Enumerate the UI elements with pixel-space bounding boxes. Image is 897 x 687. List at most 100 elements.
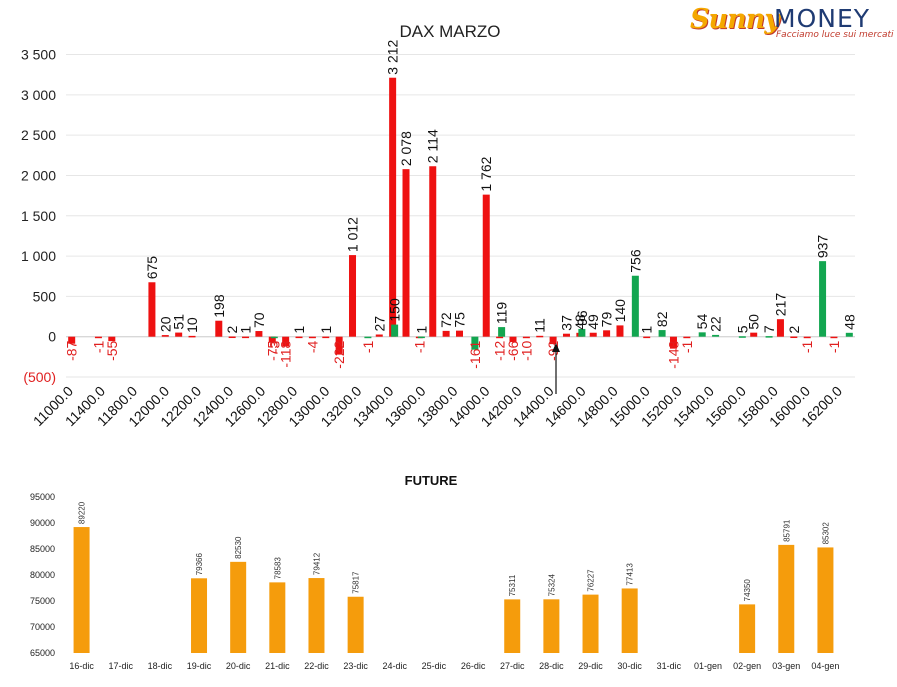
data-label: 1 762 (478, 156, 494, 191)
future-data-label: 74350 (743, 579, 752, 602)
bar (669, 336, 677, 349)
data-label: 22 (708, 316, 724, 332)
data-label: 1 (238, 326, 254, 334)
bar (803, 336, 811, 339)
data-label: 756 (627, 249, 643, 273)
future-x-tick-label: 30-dic (617, 661, 642, 671)
data-label: -3 (266, 340, 282, 353)
data-label: -1 (679, 340, 695, 353)
future-data-label: 85791 (782, 519, 791, 542)
x-axis: 11000.011400.011800.012000.012200.012400… (30, 383, 846, 430)
data-label: 96 (574, 310, 590, 326)
bar (589, 332, 597, 337)
bar (295, 336, 303, 339)
future-x-tick-label: 17-dic (108, 661, 133, 671)
bar (391, 324, 399, 337)
bar (496, 336, 504, 339)
data-label: 27 (371, 316, 387, 332)
data-label: 937 (815, 235, 831, 259)
bar (643, 336, 651, 339)
bar (442, 330, 450, 337)
future-data-label: 75817 (352, 571, 361, 594)
data-label: 5 (734, 325, 750, 333)
bar (578, 328, 586, 337)
data-label: 51 (171, 314, 187, 330)
data-label: -1 (799, 340, 815, 353)
future-bars: 89220 79366 82530 78583 79412 75817 75311 75324… (73, 501, 834, 653)
future-bar (543, 599, 560, 653)
data-label: 50 (746, 314, 762, 330)
data-label: -55 (104, 340, 120, 360)
bar (375, 334, 383, 337)
data-label: 1 (291, 326, 307, 334)
bar (631, 275, 639, 337)
future-x-tick-label: 25-dic (422, 661, 447, 671)
bar (776, 319, 784, 337)
bar (549, 336, 557, 345)
future-data-label: 77413 (626, 563, 635, 586)
bar (188, 335, 196, 338)
future-title: FUTURE (405, 473, 458, 488)
future-x-tick-label: 01-gen (694, 661, 722, 671)
gridlines (66, 54, 855, 378)
bar (498, 327, 506, 337)
bar (482, 194, 490, 337)
y-tick-label: 1 500 (21, 208, 56, 224)
data-label: 675 (144, 256, 160, 280)
bar (522, 336, 530, 339)
future-x-tick-label: 04-gen (811, 661, 839, 671)
bar (830, 336, 838, 339)
logo-brand-a: Sunny (690, 4, 780, 35)
bar (429, 166, 437, 337)
data-label: 20 (157, 316, 173, 332)
bar (509, 336, 517, 343)
future-y-tick-label: 75000 (30, 596, 55, 606)
bar (175, 332, 183, 337)
future-x-tick-label: 21-dic (265, 661, 290, 671)
data-label: 49 (585, 314, 601, 330)
future-x-tick-label: 23-dic (343, 661, 368, 671)
future-y-axis: 65000 70000 75000 80000 85000 90000 95000 (30, 492, 55, 658)
data-label: -118 (278, 340, 294, 367)
future-x-tick-label: 20-dic (226, 661, 251, 671)
future-y-tick-label: 95000 (30, 492, 55, 502)
data-label: -148 (665, 340, 681, 368)
future-bar (347, 596, 364, 653)
y-tick-label: 2 500 (21, 127, 56, 143)
future-x-tick-label: 18-dic (148, 661, 173, 671)
data-label: 1 (639, 326, 655, 334)
bar (765, 336, 773, 338)
data-label: -1 (826, 340, 842, 353)
data-label: 7 (761, 325, 777, 333)
bar (389, 77, 397, 337)
data-label: -1 (411, 340, 427, 353)
data-label: 2 (786, 326, 802, 334)
data-label: -1 (360, 340, 376, 353)
bar (349, 255, 357, 337)
bar (562, 333, 570, 337)
y-tick-label: 500 (33, 288, 57, 304)
future-x-tick-label: 16-dic (69, 661, 94, 671)
future-x-tick-label: 19-dic (187, 661, 212, 671)
bar (712, 334, 720, 337)
data-label: 198 (211, 294, 227, 318)
bars (68, 77, 853, 355)
bar (148, 282, 156, 337)
future-data-label: 79366 (195, 552, 204, 575)
future-x-tick-label: 28-dic (539, 661, 564, 671)
bar (68, 336, 76, 344)
bar (308, 336, 316, 339)
future-data-label: 85302 (821, 522, 830, 545)
bar (270, 336, 278, 339)
future-bar (504, 599, 521, 653)
data-label: 48 (572, 314, 588, 330)
bar (750, 332, 758, 337)
bar (616, 325, 624, 337)
data-label: 75 (452, 312, 468, 328)
future-bar (582, 594, 599, 653)
data-label: -12 (492, 340, 508, 360)
bar (161, 335, 169, 337)
data-label: -10 (518, 340, 534, 360)
spot-arrow (552, 343, 560, 394)
future-y-tick-label: 90000 (30, 518, 55, 528)
